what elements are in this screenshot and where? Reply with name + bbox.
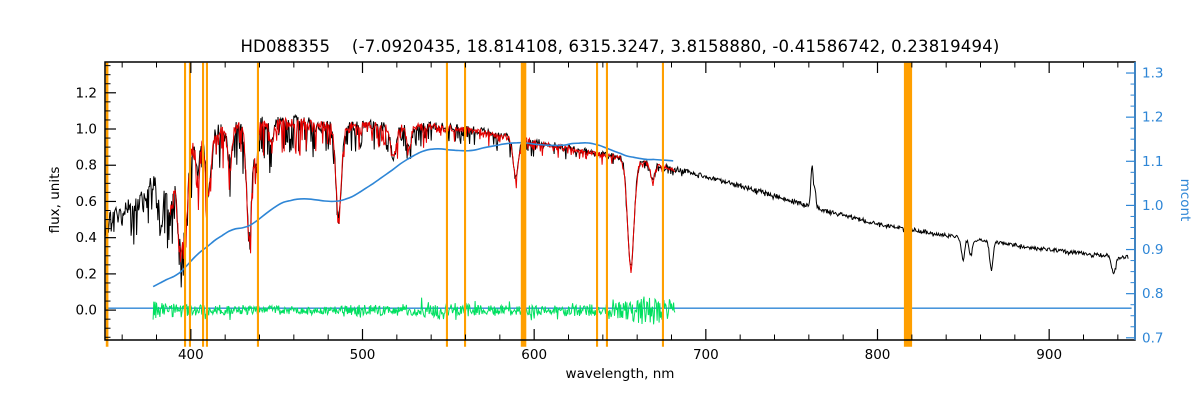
svg-text:0.9: 0.9 xyxy=(1142,242,1163,258)
svg-text:1.1: 1.1 xyxy=(1142,154,1163,170)
svg-text:1.2: 1.2 xyxy=(1142,110,1163,126)
plot-title: HD088355 (-7.0920435, 18.814108, 6315.32… xyxy=(240,37,1000,56)
svg-text:800: 800 xyxy=(865,347,891,363)
svg-text:700: 700 xyxy=(693,347,719,363)
svg-text:0.6: 0.6 xyxy=(76,194,97,210)
svg-text:600: 600 xyxy=(521,347,547,363)
svg-text:0.8: 0.8 xyxy=(1142,286,1163,302)
svg-text:0.7: 0.7 xyxy=(1142,330,1163,346)
svg-text:900: 900 xyxy=(1036,347,1062,363)
svg-text:0.4: 0.4 xyxy=(76,230,97,246)
svg-text:500: 500 xyxy=(350,347,376,363)
svg-text:1.2: 1.2 xyxy=(76,85,97,101)
svg-text:400: 400 xyxy=(178,347,204,363)
svg-text:1.0: 1.0 xyxy=(1142,198,1163,214)
svg-text:1.3: 1.3 xyxy=(1142,66,1163,82)
svg-text:0.2: 0.2 xyxy=(76,266,97,282)
svg-text:0.8: 0.8 xyxy=(76,158,97,174)
svg-text:0.0: 0.0 xyxy=(76,303,97,319)
wavelength-axis-label: wavelength, nm xyxy=(565,366,675,382)
svg-text:1.0: 1.0 xyxy=(76,122,97,138)
